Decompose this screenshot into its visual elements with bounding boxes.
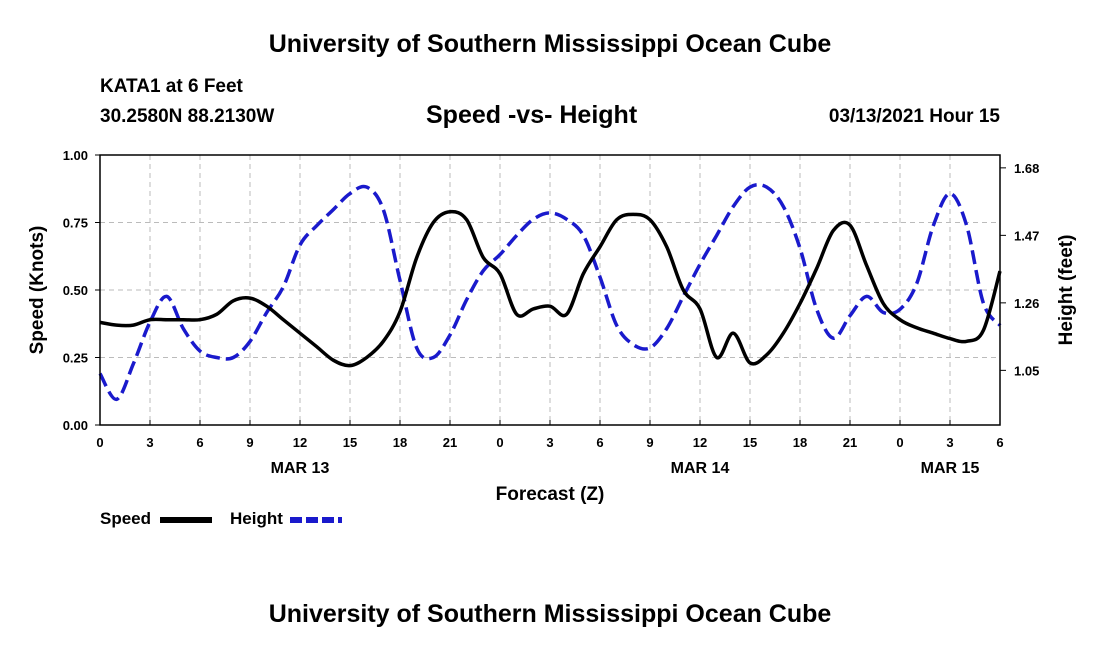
x-tick-label: 9 <box>246 435 253 450</box>
x-tick-label: 12 <box>293 435 307 450</box>
y-tick-label: 0.50 <box>63 283 88 298</box>
x-tick-label: 6 <box>196 435 203 450</box>
day-label: MAR 15 <box>921 460 980 477</box>
y2-tick-label: 1.68 <box>1014 161 1039 176</box>
x-tick-label: 6 <box>996 435 1003 450</box>
station-label: KATA1 at 6 Feet <box>100 76 243 97</box>
footer-title: University of Southern Mississippi Ocean… <box>268 600 832 628</box>
x-tick-label: 3 <box>546 435 553 450</box>
x-tick-label: 3 <box>946 435 953 450</box>
y2-tick-label: 1.05 <box>1014 363 1039 378</box>
station-coordinates: 30.2580N 88.2130W <box>100 106 275 127</box>
height-series-line <box>98 182 1002 402</box>
chart-title: Speed -vs- Height <box>426 101 638 129</box>
x-tick-label: 18 <box>793 435 807 450</box>
speed-series-line <box>99 209 1002 368</box>
y2-axis-label: Height (feet) <box>1056 235 1077 346</box>
forecast-datetime: 03/13/2021 Hour 15 <box>828 106 1000 127</box>
x-tick-label: 6 <box>596 435 603 450</box>
x-axis-label: Forecast (Z) <box>496 484 605 505</box>
legend-speed-label: Speed <box>100 509 152 528</box>
x-tick-label: 0 <box>496 435 503 450</box>
y-tick-label: 1.00 <box>63 148 88 163</box>
axis-layer: 0 3 6 9 12 15 18 21 0 3 6 9 12 15 18 21 0 3 6 0.00 0.25 0.50 0… <box>63 148 1040 477</box>
day-label: MAR 13 <box>271 460 330 477</box>
day-label: MAR 14 <box>671 460 730 477</box>
x-tick-label: 3 <box>146 435 153 450</box>
x-tick-label: 0 <box>96 435 103 450</box>
y-tick-label: 0.00 <box>63 418 88 433</box>
page-title: University of Southern Mississippi Ocean… <box>268 30 832 58</box>
x-tick-label: 12 <box>693 435 707 450</box>
grid-layer <box>100 155 1000 425</box>
y2-tick-label: 1.47 <box>1014 228 1039 243</box>
y-tick-label: 0.25 <box>63 351 88 366</box>
y2-tick-label: 1.26 <box>1014 296 1039 311</box>
legend-height-label: Height <box>230 509 283 528</box>
x-tick-label: 15 <box>743 435 757 450</box>
y-tick-label: 0.75 <box>63 216 88 231</box>
x-tick-label: 15 <box>343 435 357 450</box>
x-tick-label: 9 <box>646 435 653 450</box>
y-axis-label: Speed (Knots) <box>27 226 48 355</box>
series-layer <box>98 182 1002 402</box>
x-tick-label: 18 <box>393 435 407 450</box>
x-tick-label: 21 <box>843 435 857 450</box>
x-tick-label: 21 <box>443 435 457 450</box>
x-tick-label: 0 <box>896 435 903 450</box>
